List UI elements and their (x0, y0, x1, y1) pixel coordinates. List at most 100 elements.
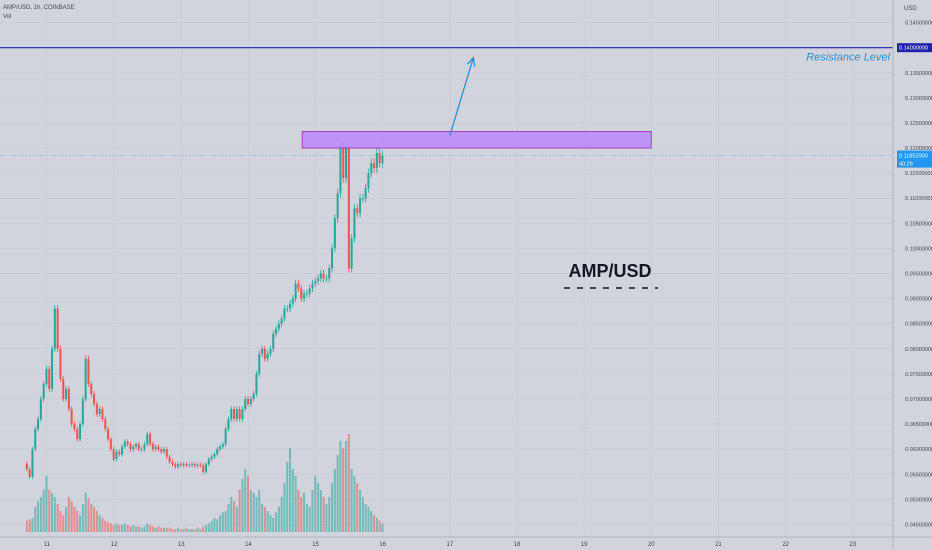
volume-bar (90, 504, 93, 532)
y-tick-label: 0.13000000 (905, 96, 932, 102)
resistance-zone (301, 131, 652, 149)
candle-body (289, 303, 292, 309)
candle-body (31, 449, 34, 477)
volume-bar (182, 529, 185, 532)
candle-body (261, 348, 264, 354)
candle-body (39, 398, 42, 420)
candle-body (95, 404, 98, 415)
candle-body (325, 278, 328, 280)
price-axis-currency: USD (904, 6, 917, 12)
x-tick-label: 15 (312, 542, 319, 548)
candle-body (59, 348, 62, 379)
candle-body (224, 429, 227, 445)
volume-bar (255, 497, 258, 532)
y-tick-label: 0.08000000 (905, 347, 932, 353)
volume-bar (269, 515, 272, 532)
candle-body (283, 308, 286, 319)
candle-body (202, 465, 205, 472)
volume-bar (45, 476, 48, 532)
candle-body (140, 449, 143, 451)
volume-bar (165, 527, 168, 532)
candle-body (280, 318, 283, 324)
volume-bar (235, 506, 238, 532)
volume-bar (378, 520, 381, 532)
candle-body (275, 328, 278, 334)
candles (25, 143, 384, 479)
volume-bar (59, 511, 62, 532)
volume-bar (347, 434, 350, 532)
candle-body (51, 348, 54, 389)
volume-bar (339, 441, 342, 532)
volume-bar (87, 498, 90, 532)
volume-bars (25, 434, 384, 532)
candle-body (42, 383, 45, 399)
volume-bar (275, 512, 278, 532)
candle-body (107, 429, 110, 440)
volume-bar (353, 476, 356, 532)
volume-bar (286, 462, 289, 532)
candle-body (300, 288, 303, 299)
volume-bar (252, 492, 255, 532)
candle-body (311, 283, 314, 289)
y-tick-label: 0.12500000 (905, 121, 932, 127)
volume-bar (140, 527, 143, 532)
candle-body (56, 308, 59, 349)
candle-body (241, 409, 244, 420)
candle-body (87, 358, 90, 384)
volume-bar (56, 504, 59, 532)
candle-body (48, 368, 51, 389)
volume-bar (311, 490, 314, 532)
volume-bar (238, 490, 241, 532)
volume-bar (171, 529, 174, 532)
candle-body (62, 378, 65, 399)
volume-bar (67, 497, 70, 532)
volume-bar (216, 519, 219, 532)
volume-bar (359, 490, 362, 532)
y-tick-label: 0.12000000 (905, 146, 932, 152)
volume-bar (314, 476, 317, 532)
candle-body (328, 268, 331, 279)
volume-bar (291, 469, 294, 532)
x-tick-label: 20 (648, 542, 655, 548)
annotations: Resistance Level AMP/USD (0, 47, 893, 289)
volume-bar (104, 520, 107, 532)
volume-bar (294, 476, 297, 532)
y-tick-label: 0.13500000 (905, 71, 932, 77)
volume-bar (375, 518, 378, 532)
volume-bar (109, 523, 112, 532)
volume-bar (101, 518, 104, 532)
candle-body (356, 208, 359, 214)
x-tick-label: 19 (581, 542, 588, 548)
volume-bar (65, 506, 68, 532)
candle-body (146, 434, 149, 445)
volume-bar (28, 519, 31, 532)
volume-bar (300, 497, 303, 532)
candle-body (70, 409, 73, 425)
y-tick-label: 0.07000000 (905, 397, 932, 403)
candle-body (185, 464, 188, 466)
candle-body (314, 281, 317, 284)
volume-bar (247, 476, 250, 532)
candle-body (367, 173, 370, 189)
volume-bar (126, 525, 129, 532)
candle-body (34, 429, 37, 450)
volume-bar (221, 512, 224, 532)
y-tick-label: 0.09500000 (905, 272, 932, 278)
volume-bar (370, 511, 373, 532)
volume-bar (331, 483, 334, 532)
x-tick-label: 13 (178, 542, 185, 548)
volume-bar (107, 522, 110, 532)
volume-bar (73, 506, 76, 532)
candle-body (297, 283, 300, 289)
candle-body (361, 198, 364, 200)
volume-bar (373, 515, 376, 532)
candle-body (277, 323, 280, 329)
volume-bar (93, 506, 96, 532)
y-tick-label: 0.11000000 (905, 196, 932, 202)
candle-body (269, 348, 272, 354)
y-tick-label: 0.04500000 (905, 522, 932, 528)
candle-body (210, 456, 213, 460)
volume-bar (115, 523, 118, 532)
candle-body (98, 409, 101, 415)
